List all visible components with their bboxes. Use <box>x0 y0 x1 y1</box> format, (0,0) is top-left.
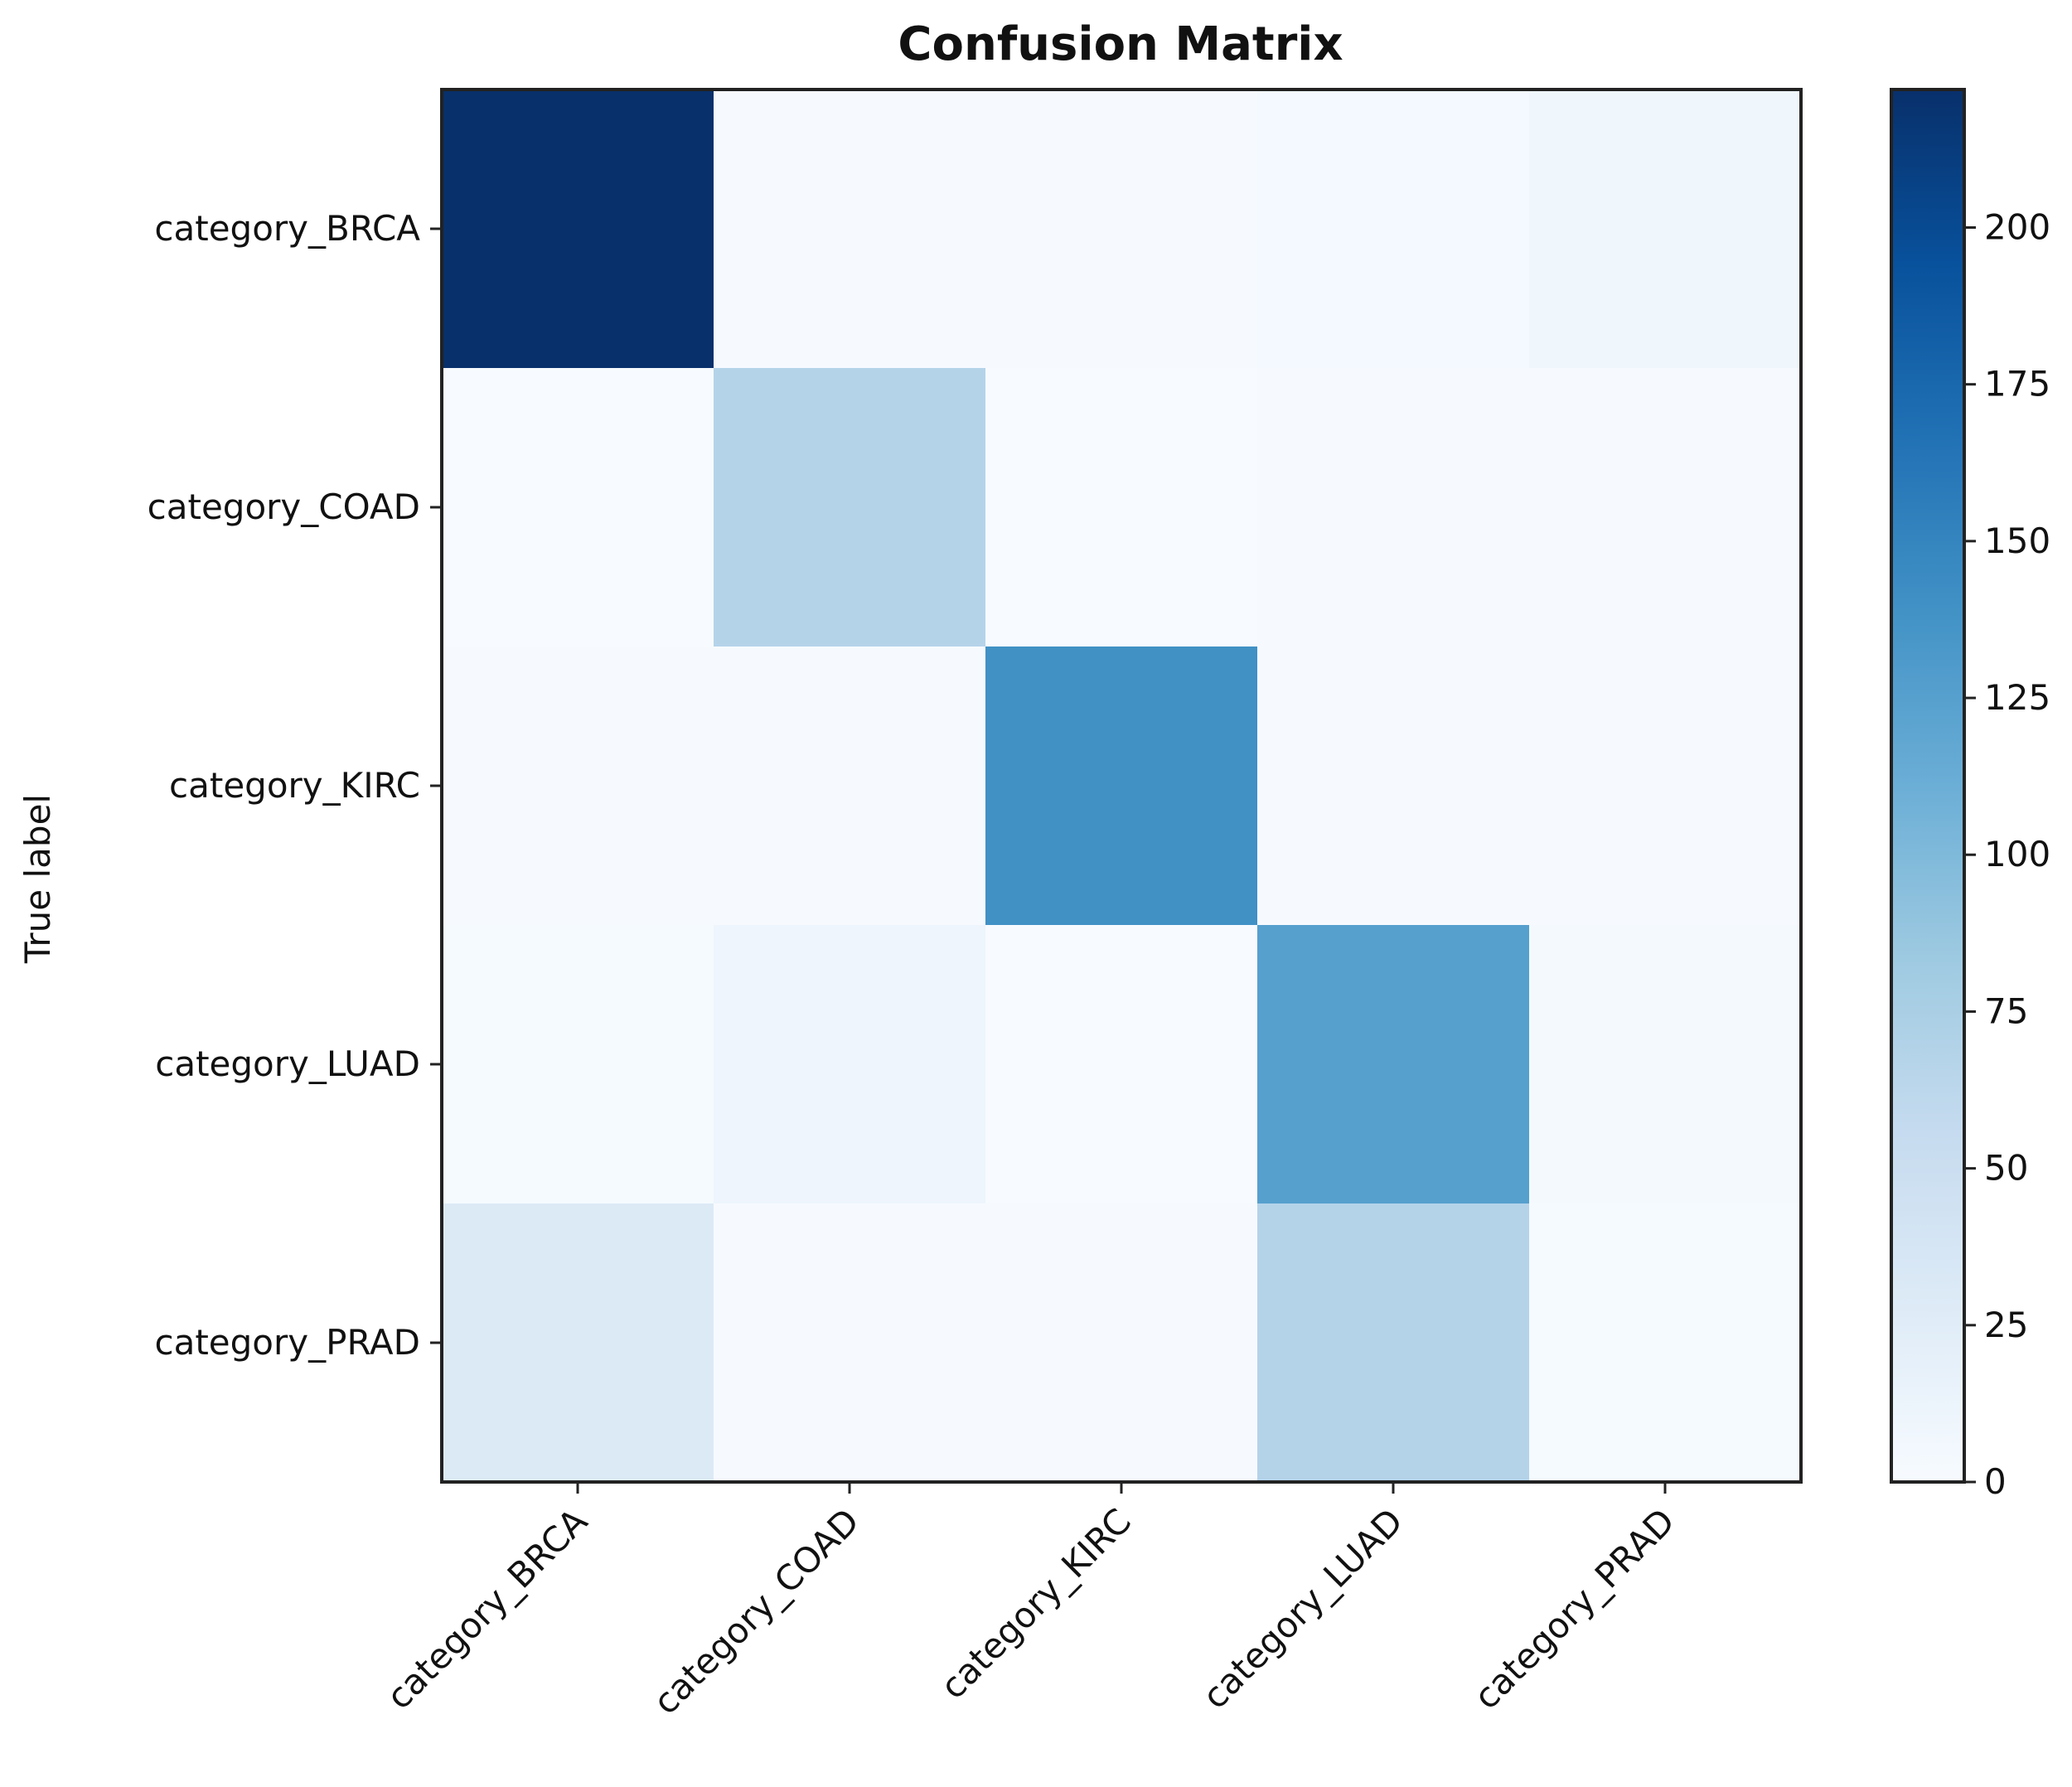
colorbar-tick-label-4: 100 <box>1984 834 2050 874</box>
colorbar-tick-label-3: 75 <box>1984 990 2028 1031</box>
colorbar-tick-label-1: 25 <box>1984 1305 2028 1345</box>
heatmap-cell-r4-c4 <box>1529 1203 1802 1483</box>
heatmap-cell-r1-c1 <box>714 368 986 647</box>
y-tick-label-4: category_PRAD <box>155 1322 421 1363</box>
heatmap-cells <box>442 90 1802 1483</box>
colorbar-ticks: 0 25 50 75 100 125 150 175 200 <box>1964 206 2050 1502</box>
heatmap-cell-r3-c0 <box>442 925 714 1204</box>
heatmap-cell-r3-c1 <box>714 925 986 1204</box>
plot-frame <box>440 88 1803 1484</box>
colorbar-tick-label-6: 150 <box>1984 521 2050 561</box>
heatmap-cell-r1-c0 <box>442 368 714 647</box>
heatmap-cell-r2-c2 <box>985 647 1258 926</box>
heatmap-cell-r1-c4 <box>1529 368 1802 647</box>
heatmap-cell-r3-c2 <box>985 925 1258 1204</box>
colorbar-tick-label-7: 175 <box>1984 364 2050 404</box>
heatmap-cell-r4-c1 <box>714 1203 986 1483</box>
y-tick-label-3: category_LUAD <box>155 1044 420 1084</box>
heatmap-cell-r0-c4 <box>1529 90 1802 369</box>
colorbar-tick-label-2: 50 <box>1984 1148 2028 1189</box>
heatmap-cell-r0-c3 <box>1257 90 1530 369</box>
y-axis-ticks: category_BRCA category_COAD category_KIRCc… <box>148 208 442 1363</box>
heatmap-cell-r3-c4 <box>1529 925 1802 1204</box>
heatmap-cell-r4-c2 <box>985 1203 1258 1483</box>
heatmap-cell-r2-c0 <box>442 647 714 926</box>
colorbar-tick-label-8: 200 <box>1984 206 2050 247</box>
y-tick-label-1: category_COAD <box>148 487 420 527</box>
heatmap-cell-r4-c3 <box>1257 1203 1530 1483</box>
heatmap-cell-r0-c0 <box>442 90 714 369</box>
chart-title: Confusion Matrix <box>898 17 1343 71</box>
y-tick-label-2: category_KIRC <box>169 765 420 806</box>
heatmap-cell-r1-c2 <box>985 368 1258 647</box>
colorbar-tick-label-0: 0 <box>1984 1461 2007 1502</box>
heatmap-cell-r0-c1 <box>714 90 986 369</box>
heatmap-cell-r2-c1 <box>714 647 986 926</box>
colorbar <box>1890 88 1966 1484</box>
heatmap-cell-r2-c3 <box>1257 647 1530 926</box>
heatmap-cell-r3-c3 <box>1257 925 1530 1204</box>
y-axis-label: True label <box>17 794 58 964</box>
heatmap-cell-r0-c2 <box>985 90 1258 369</box>
heatmap-cell-r4-c0 <box>442 1203 714 1483</box>
heatmap-cell-r1-c3 <box>1257 368 1530 647</box>
colorbar-tick-label-5: 125 <box>1984 677 2050 718</box>
y-tick-label-0: category_BRCA <box>154 208 420 249</box>
heatmap-cell-r2-c4 <box>1529 647 1802 926</box>
